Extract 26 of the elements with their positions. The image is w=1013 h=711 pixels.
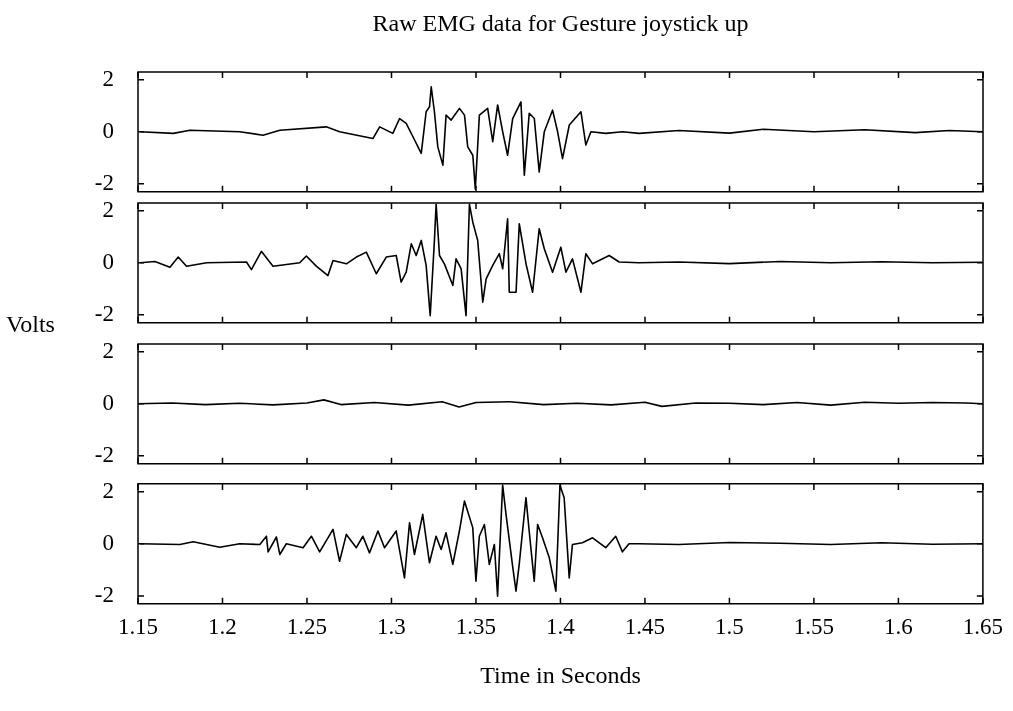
y-tick-label: 2 xyxy=(102,195,114,222)
x-tick-label: 1.6 xyxy=(884,612,913,639)
x-tick-label: 1.45 xyxy=(624,612,666,639)
x-tick-label: 1.4 xyxy=(546,612,576,639)
y-tick-label: -2 xyxy=(94,441,114,468)
x-tick-label: 1.15 xyxy=(117,612,159,639)
y-tick-label: -2 xyxy=(94,300,114,327)
x-tick-label: 1.35 xyxy=(455,612,497,639)
y-tick-label: 2 xyxy=(102,336,114,363)
y-tick-label: -2 xyxy=(94,581,114,608)
x-tick-label: 1.2 xyxy=(208,612,237,639)
y-axis-title: Volts xyxy=(6,311,55,338)
x-tick-label: 1.3 xyxy=(377,612,406,639)
y-tick-label: 0 xyxy=(102,389,114,416)
x-axis-title: Time in Seconds xyxy=(479,662,642,689)
x-tick-label: 1.65 xyxy=(962,612,1003,639)
y-tick-label: 2 xyxy=(102,476,114,503)
x-tick-label: 1.5 xyxy=(715,612,744,639)
chart-title: Raw EMG data for Gesture joystick up xyxy=(371,10,750,37)
y-tick-label: 2 xyxy=(102,64,114,91)
x-tick-label: 1.25 xyxy=(286,612,328,639)
y-tick-label: 0 xyxy=(102,248,114,275)
y-tick-label: 0 xyxy=(102,529,114,556)
y-tick-label: -2 xyxy=(94,169,114,196)
y-tick-label: 0 xyxy=(102,117,114,144)
x-tick-label: 1.55 xyxy=(793,612,835,639)
